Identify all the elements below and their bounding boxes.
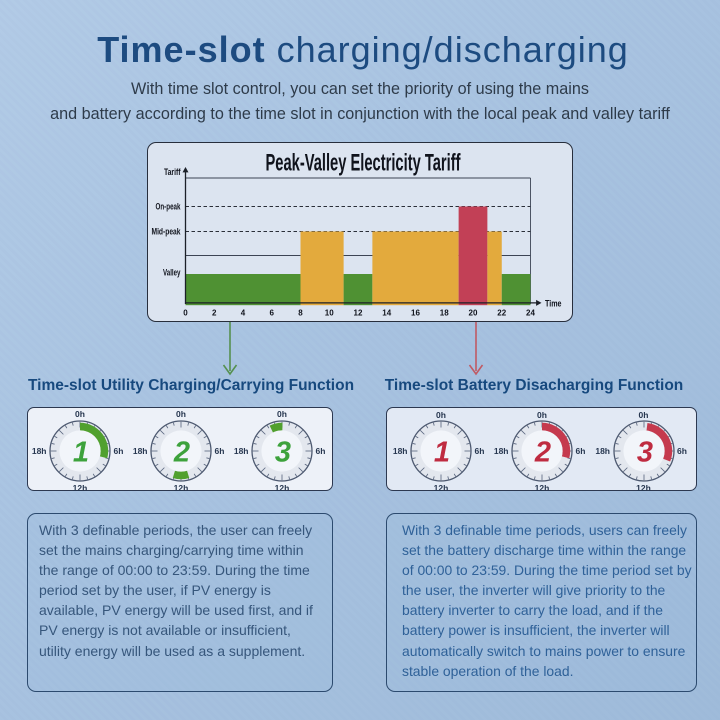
svg-text:3: 3 xyxy=(636,437,652,469)
svg-text:24: 24 xyxy=(526,309,535,318)
svg-text:6: 6 xyxy=(270,309,275,318)
svg-text:3: 3 xyxy=(275,436,291,468)
svg-text:2: 2 xyxy=(212,309,217,318)
svg-text:8: 8 xyxy=(298,309,303,318)
svg-text:Time: Time xyxy=(545,298,562,309)
svg-text:22: 22 xyxy=(497,309,506,318)
svg-text:1: 1 xyxy=(73,436,89,468)
svg-text:On-peak: On-peak xyxy=(156,202,181,213)
svg-text:0: 0 xyxy=(183,309,188,318)
svg-text:2: 2 xyxy=(173,436,190,468)
svg-text:1: 1 xyxy=(434,437,450,469)
svg-text:Tariff: Tariff xyxy=(164,167,181,178)
svg-text:Peak-Valley Electricity Tariff: Peak-Valley Electricity Tariff xyxy=(266,150,462,177)
svg-text:18: 18 xyxy=(440,309,449,318)
svg-text:14: 14 xyxy=(382,309,391,318)
svg-text:2: 2 xyxy=(534,437,551,469)
svg-text:Mid-peak: Mid-peak xyxy=(152,227,181,238)
svg-text:Valley: Valley xyxy=(163,268,181,279)
svg-text:16: 16 xyxy=(411,309,420,318)
svg-text:4: 4 xyxy=(241,309,246,318)
svg-text:20: 20 xyxy=(469,309,478,318)
svg-text:12: 12 xyxy=(354,309,363,318)
svg-text:10: 10 xyxy=(325,309,334,318)
